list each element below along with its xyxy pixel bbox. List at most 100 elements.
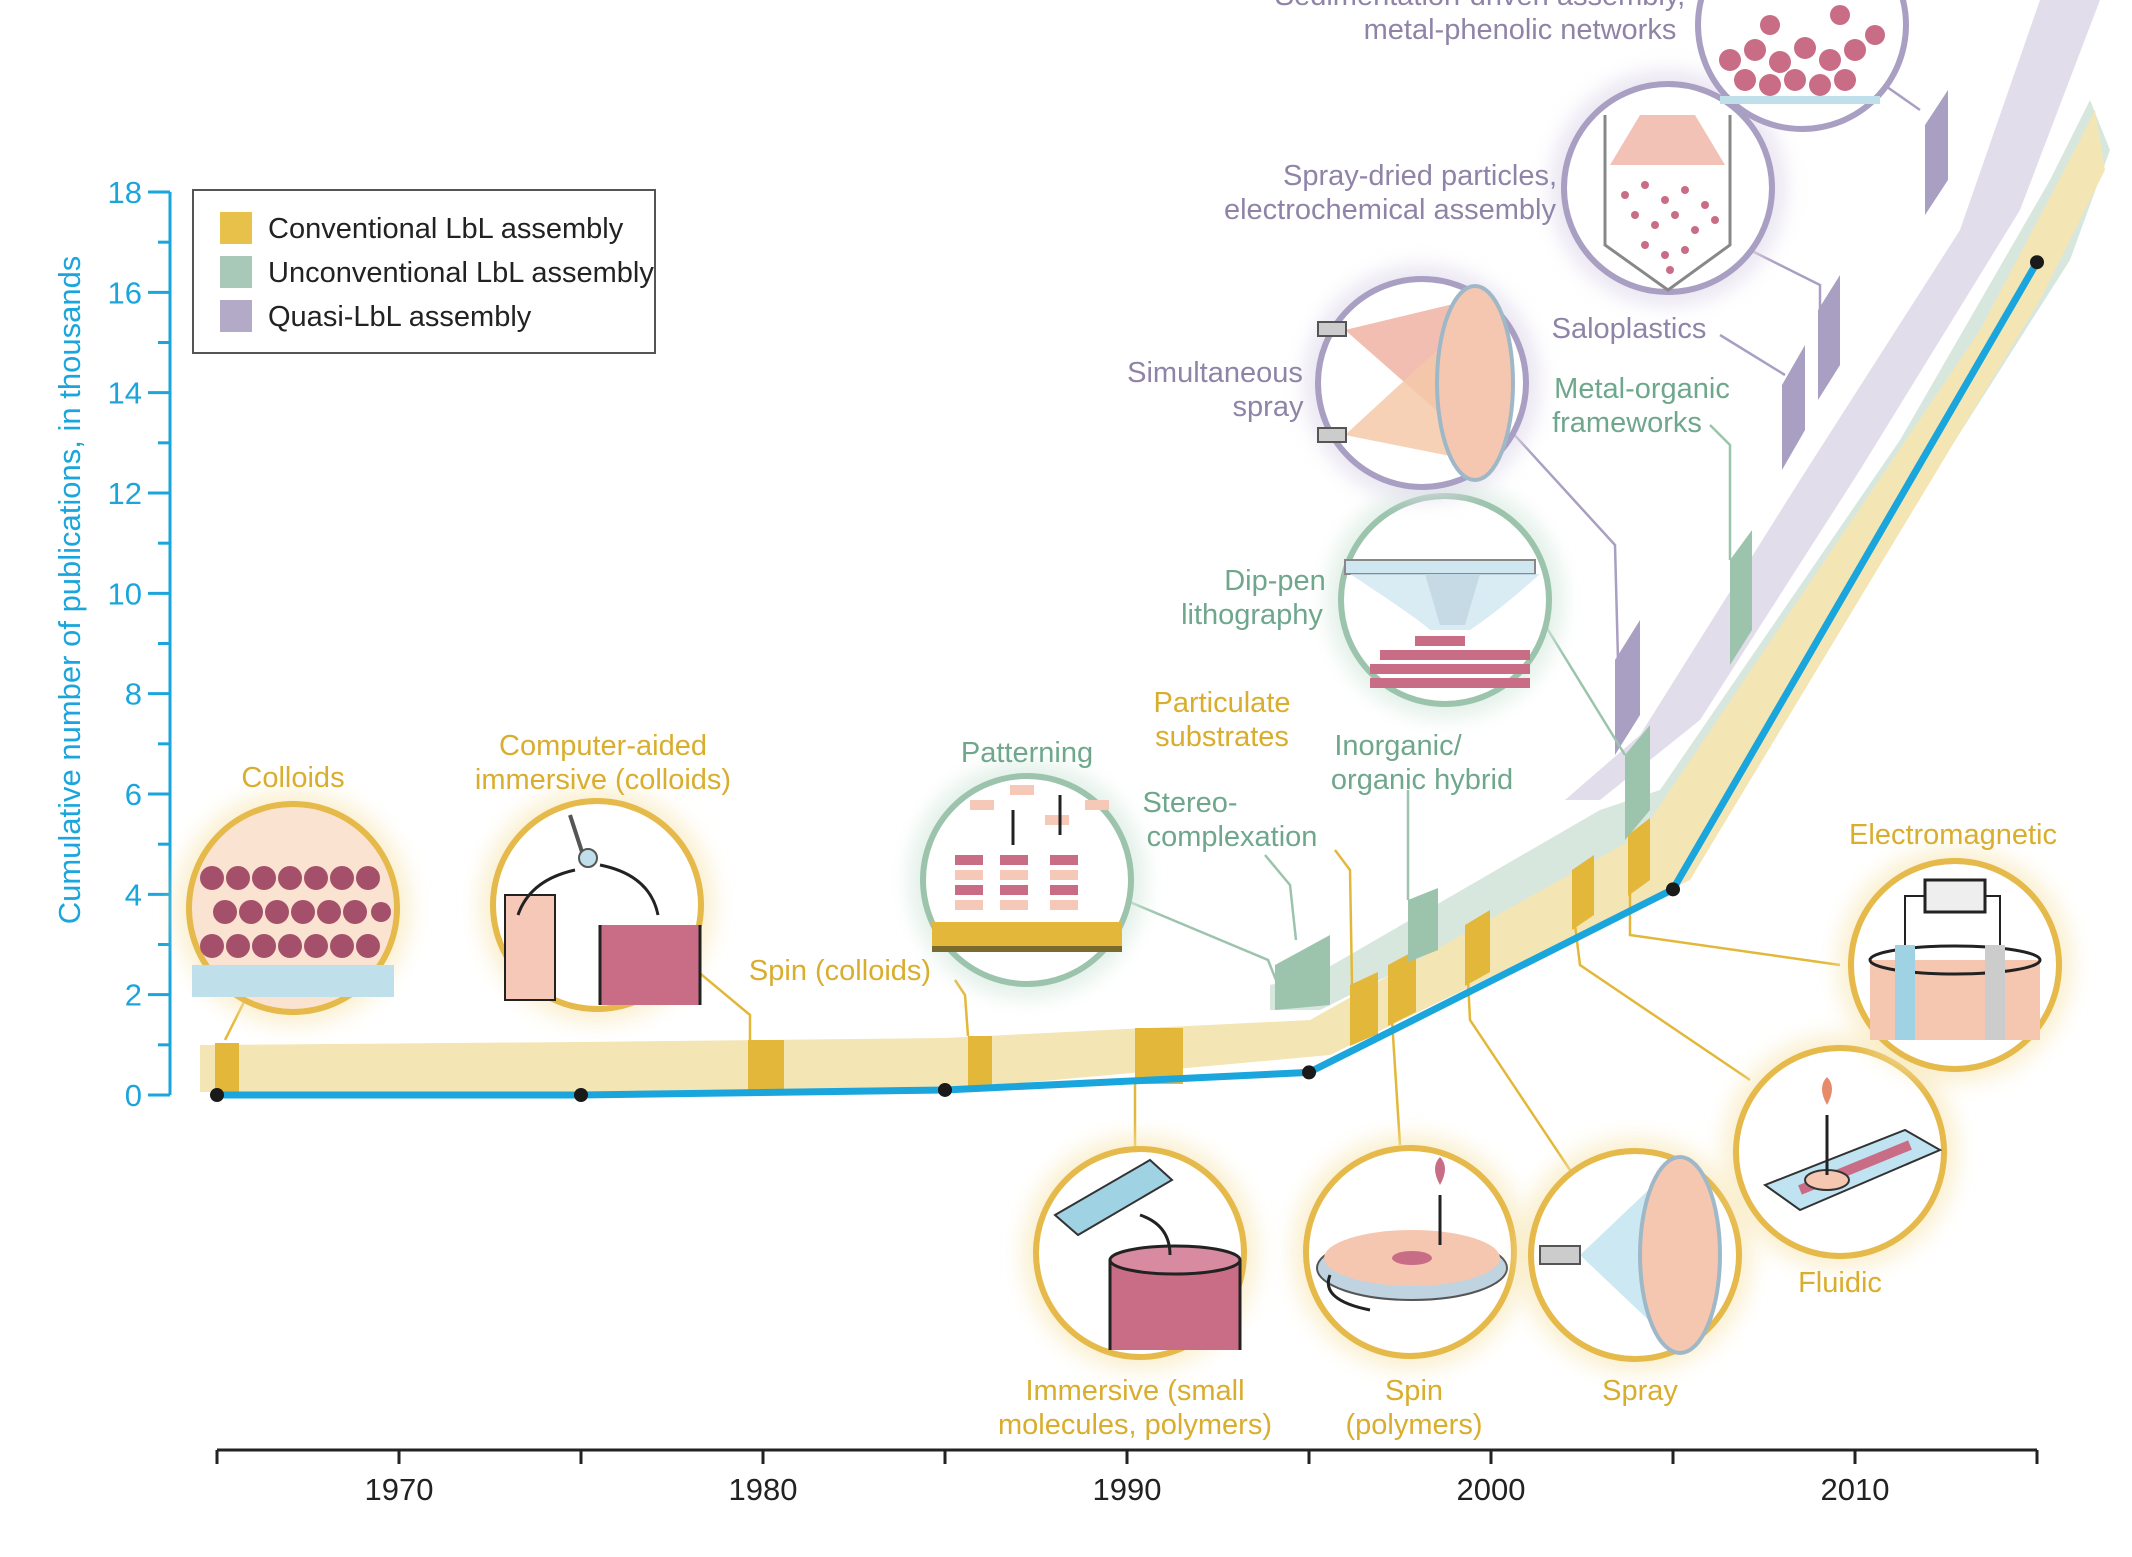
- band-markers: [215, 90, 1948, 1093]
- spray-illustration: [1517, 1137, 1753, 1373]
- label-sedimentation: Sedimentation-driven assembly,metal-phen…: [1275, 0, 1686, 46]
- marker-sedimentation: [1925, 90, 1948, 215]
- quasi-band: [1565, 0, 2100, 800]
- y-tick-label: 8: [125, 677, 142, 712]
- label-electromagnetic: Electromagnetic: [1849, 819, 2057, 851]
- marker-spray-dried: [1818, 275, 1840, 400]
- data-point: [2030, 255, 2044, 270]
- publication-series: [210, 255, 2044, 1102]
- marker-saloplastics: [1782, 345, 1805, 470]
- marker-spin-colloids: [968, 1036, 992, 1090]
- connector-electromagnetic: [1628, 890, 1841, 967]
- x-tick-label: 1980: [729, 1472, 798, 1507]
- label-spin-polymers: Spin (polymers): [1346, 1375, 1483, 1441]
- legend: Conventional LbL assembly Unconventional…: [192, 189, 656, 354]
- marker-mof: [1730, 530, 1752, 665]
- label-spray: Spray: [1602, 1375, 1678, 1407]
- connector-spray: [1466, 979, 1572, 1171]
- y-tick-label: 12: [108, 476, 142, 511]
- connector-stereo: [1264, 854, 1298, 941]
- electromagnetic-illustration: [1837, 847, 2073, 1083]
- colloids-illustration: [175, 790, 411, 1026]
- legend-frame: [192, 189, 656, 354]
- legend-label-conventional: Conventional LbL assembly: [268, 213, 624, 245]
- label-simultaneous: Simultaneous spray: [1127, 357, 1304, 423]
- data-point: [938, 1082, 952, 1097]
- label-particulate: Particulate substrates: [1153, 687, 1290, 753]
- fluidic-illustration: [1722, 1034, 1958, 1270]
- label-patterning: Patterning: [961, 737, 1093, 769]
- legend-swatch-quasi: [220, 300, 252, 332]
- legend-swatch-conventional: [220, 212, 252, 244]
- label-mof: Metal-organic frameworks: [1552, 373, 1730, 439]
- label-spin-colloids: Spin (colloids): [749, 955, 931, 987]
- sedimentation-illustration: [1695, 0, 1909, 132]
- connector-spray-dried: [1749, 248, 1822, 310]
- marker-inorganic: [1408, 888, 1438, 962]
- y-tick-label: 18: [108, 175, 142, 210]
- connector-dip-pen: [1543, 624, 1627, 756]
- marker-immersive: [1135, 1028, 1183, 1084]
- x-tick-label: 1970: [365, 1472, 434, 1507]
- spin-polymers-illustration: [1292, 1134, 1528, 1370]
- marker-fluidic: [1572, 855, 1594, 930]
- computer-aided-illustration: [479, 787, 715, 1023]
- label-inorganic: Inorganic/organic hybrid: [1331, 730, 1513, 796]
- x-tick-label: 2000: [1457, 1472, 1526, 1507]
- connector-spin-colloids: [953, 979, 970, 1037]
- connector-particulate: [1334, 849, 1354, 986]
- y-tick-label: 10: [108, 576, 142, 611]
- y-axis-title: Cumulative number of publications, in th…: [52, 256, 87, 925]
- label-saloplastics: Saloplastics: [1552, 313, 1707, 345]
- series-line: [217, 260, 2041, 1099]
- label-computer-aided: Computer-aided immersive (colloids): [475, 730, 731, 796]
- data-point: [1666, 882, 1680, 897]
- simultaneous-spray-illustration: [1304, 265, 1540, 501]
- marker-dip-pen: [1625, 725, 1650, 840]
- legend-label-quasi: Quasi-LbL assembly: [268, 301, 532, 333]
- label-spray-dried: Spray-dried particles, electrochemical as…: [1224, 160, 1557, 226]
- connector-spin-polymers: [1390, 1019, 1402, 1146]
- y-tick-label: 0: [125, 1078, 142, 1113]
- x-tick-label: 1990: [1093, 1472, 1162, 1507]
- marker-stereo: [1275, 935, 1330, 1010]
- sediment-particles: [1719, 5, 1885, 96]
- x-axis: 1970 1980 1990 2000 2010: [215, 1448, 2039, 1507]
- marker-computer-aided: [748, 1040, 784, 1092]
- legend-swatch-unconventional: [220, 256, 252, 288]
- y-axis: 0 2 4 6 8 10 12 14 16 18: [108, 175, 172, 1113]
- connector-mof: [1709, 424, 1732, 560]
- colloid-particles: [200, 866, 391, 958]
- y-tick-label: 14: [108, 376, 142, 411]
- label-colloids: Colloids: [241, 762, 344, 794]
- patterning-illustration: [909, 762, 1145, 998]
- marker-particulate: [1350, 972, 1378, 1046]
- marker-spray: [1465, 910, 1490, 986]
- annotation-labels: Colloids Computer-aided immersive (colloi…: [241, 0, 2057, 1441]
- connector-simultaneous: [1509, 429, 1620, 661]
- spray-dried-illustration: [1550, 70, 1786, 306]
- label-stereo: Stereo-complexation: [1142, 787, 1317, 853]
- data-point: [210, 1088, 224, 1102]
- spray-dried-particles: [1621, 181, 1719, 274]
- label-dip-pen: Dip-pen lithography: [1181, 565, 1326, 631]
- marker-spin-polymers: [1388, 950, 1416, 1026]
- marker-simultaneous: [1615, 620, 1640, 755]
- dip-pen-illustration: [1327, 482, 1563, 718]
- x-tick-label: 2010: [1821, 1472, 1890, 1507]
- immersive-illustration: [1022, 1135, 1258, 1371]
- label-immersive: Immersive (small molecules, polymers): [998, 1375, 1272, 1441]
- marker-colloids: [215, 1043, 239, 1093]
- connector-computer-aided: [689, 964, 752, 1040]
- y-tick-label: 6: [125, 777, 142, 812]
- legend-label-unconventional: Unconventional LbL assembly: [268, 257, 654, 289]
- connector-saloplastics: [1719, 333, 1786, 377]
- data-point: [1302, 1065, 1316, 1080]
- method-illustrations: [175, 0, 2073, 1373]
- marker-electromagnetic: [1628, 818, 1650, 896]
- label-fluidic: Fluidic: [1798, 1267, 1882, 1299]
- data-point: [574, 1088, 588, 1102]
- y-tick-label: 4: [125, 877, 142, 912]
